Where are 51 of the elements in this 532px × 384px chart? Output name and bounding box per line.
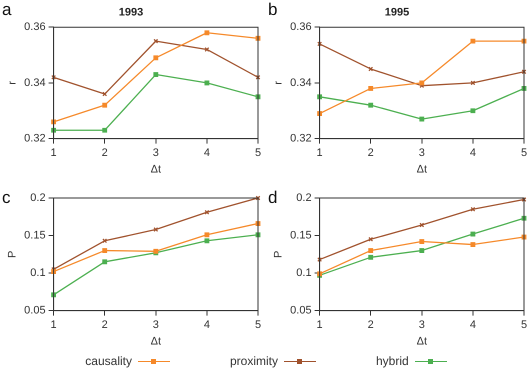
- y-tick-label: 0.34: [24, 76, 46, 89]
- y-tick-label: 0.05: [24, 304, 46, 317]
- y-tick-label: 0.36: [290, 21, 312, 34]
- y-tick-label: 0.1: [30, 267, 46, 280]
- x-tick-label: 4: [470, 319, 476, 332]
- y-axis-title: r: [272, 80, 285, 85]
- x-tick-label: 2: [368, 147, 374, 160]
- x-tick-label: 3: [152, 319, 159, 332]
- x-tick-label: 1: [316, 319, 323, 332]
- y-tick-label: 0.34: [290, 76, 312, 89]
- legend-label: hybrid: [376, 354, 409, 368]
- x-tick-label: 4: [204, 319, 210, 332]
- text: b: [268, 0, 278, 20]
- x-tick-label: 5: [254, 319, 262, 332]
- x-tick-label: 5: [520, 147, 528, 160]
- x-tick-label: 2: [102, 319, 108, 332]
- x-tick-label: 3: [152, 147, 159, 160]
- y-tick-label: 0.32: [24, 132, 46, 145]
- x-tick-label: 2: [102, 147, 108, 160]
- y-tick-label: 0.2: [30, 192, 46, 204]
- text: d: [268, 188, 278, 208]
- x-tick-label: 1: [316, 147, 323, 160]
- x-axis-title: Δt: [150, 163, 162, 176]
- x-axis-title: Δt: [150, 335, 162, 348]
- y-tick-label: 0.15: [290, 230, 312, 242]
- y-tick-label: 0.1: [296, 267, 312, 280]
- legend-label: proximity: [230, 354, 278, 368]
- x-tick-label: 1: [50, 147, 57, 160]
- chart-title: 1993: [118, 6, 144, 19]
- y-axis-title: P: [272, 250, 285, 258]
- y-axis-title: r: [6, 80, 19, 85]
- x-tick-label: 5: [254, 147, 262, 160]
- x-axis-title: Δt: [416, 163, 428, 176]
- y-tick-label: 0.32: [290, 132, 312, 145]
- x-tick-label: 1: [50, 319, 57, 332]
- x-tick-label: 4: [470, 147, 476, 160]
- y-tick-label: 0.2: [296, 192, 312, 204]
- x-tick-label: 5: [520, 319, 528, 332]
- x-axis-title: Δt: [416, 335, 428, 348]
- text: a: [2, 0, 12, 20]
- x-tick-label: 4: [204, 147, 210, 160]
- x-tick-label: 3: [418, 147, 425, 160]
- x-tick-label: 2: [368, 319, 374, 332]
- x-tick-label: 3: [418, 319, 425, 332]
- y-tick-label: 0.36: [24, 21, 46, 34]
- y-tick-label: 0.15: [24, 230, 46, 242]
- text: c: [2, 188, 11, 208]
- y-tick-label: 0.05: [290, 304, 312, 317]
- chart-title: 1995: [384, 6, 410, 19]
- y-axis-title: P: [6, 250, 19, 258]
- legend-label: causality: [85, 354, 132, 368]
